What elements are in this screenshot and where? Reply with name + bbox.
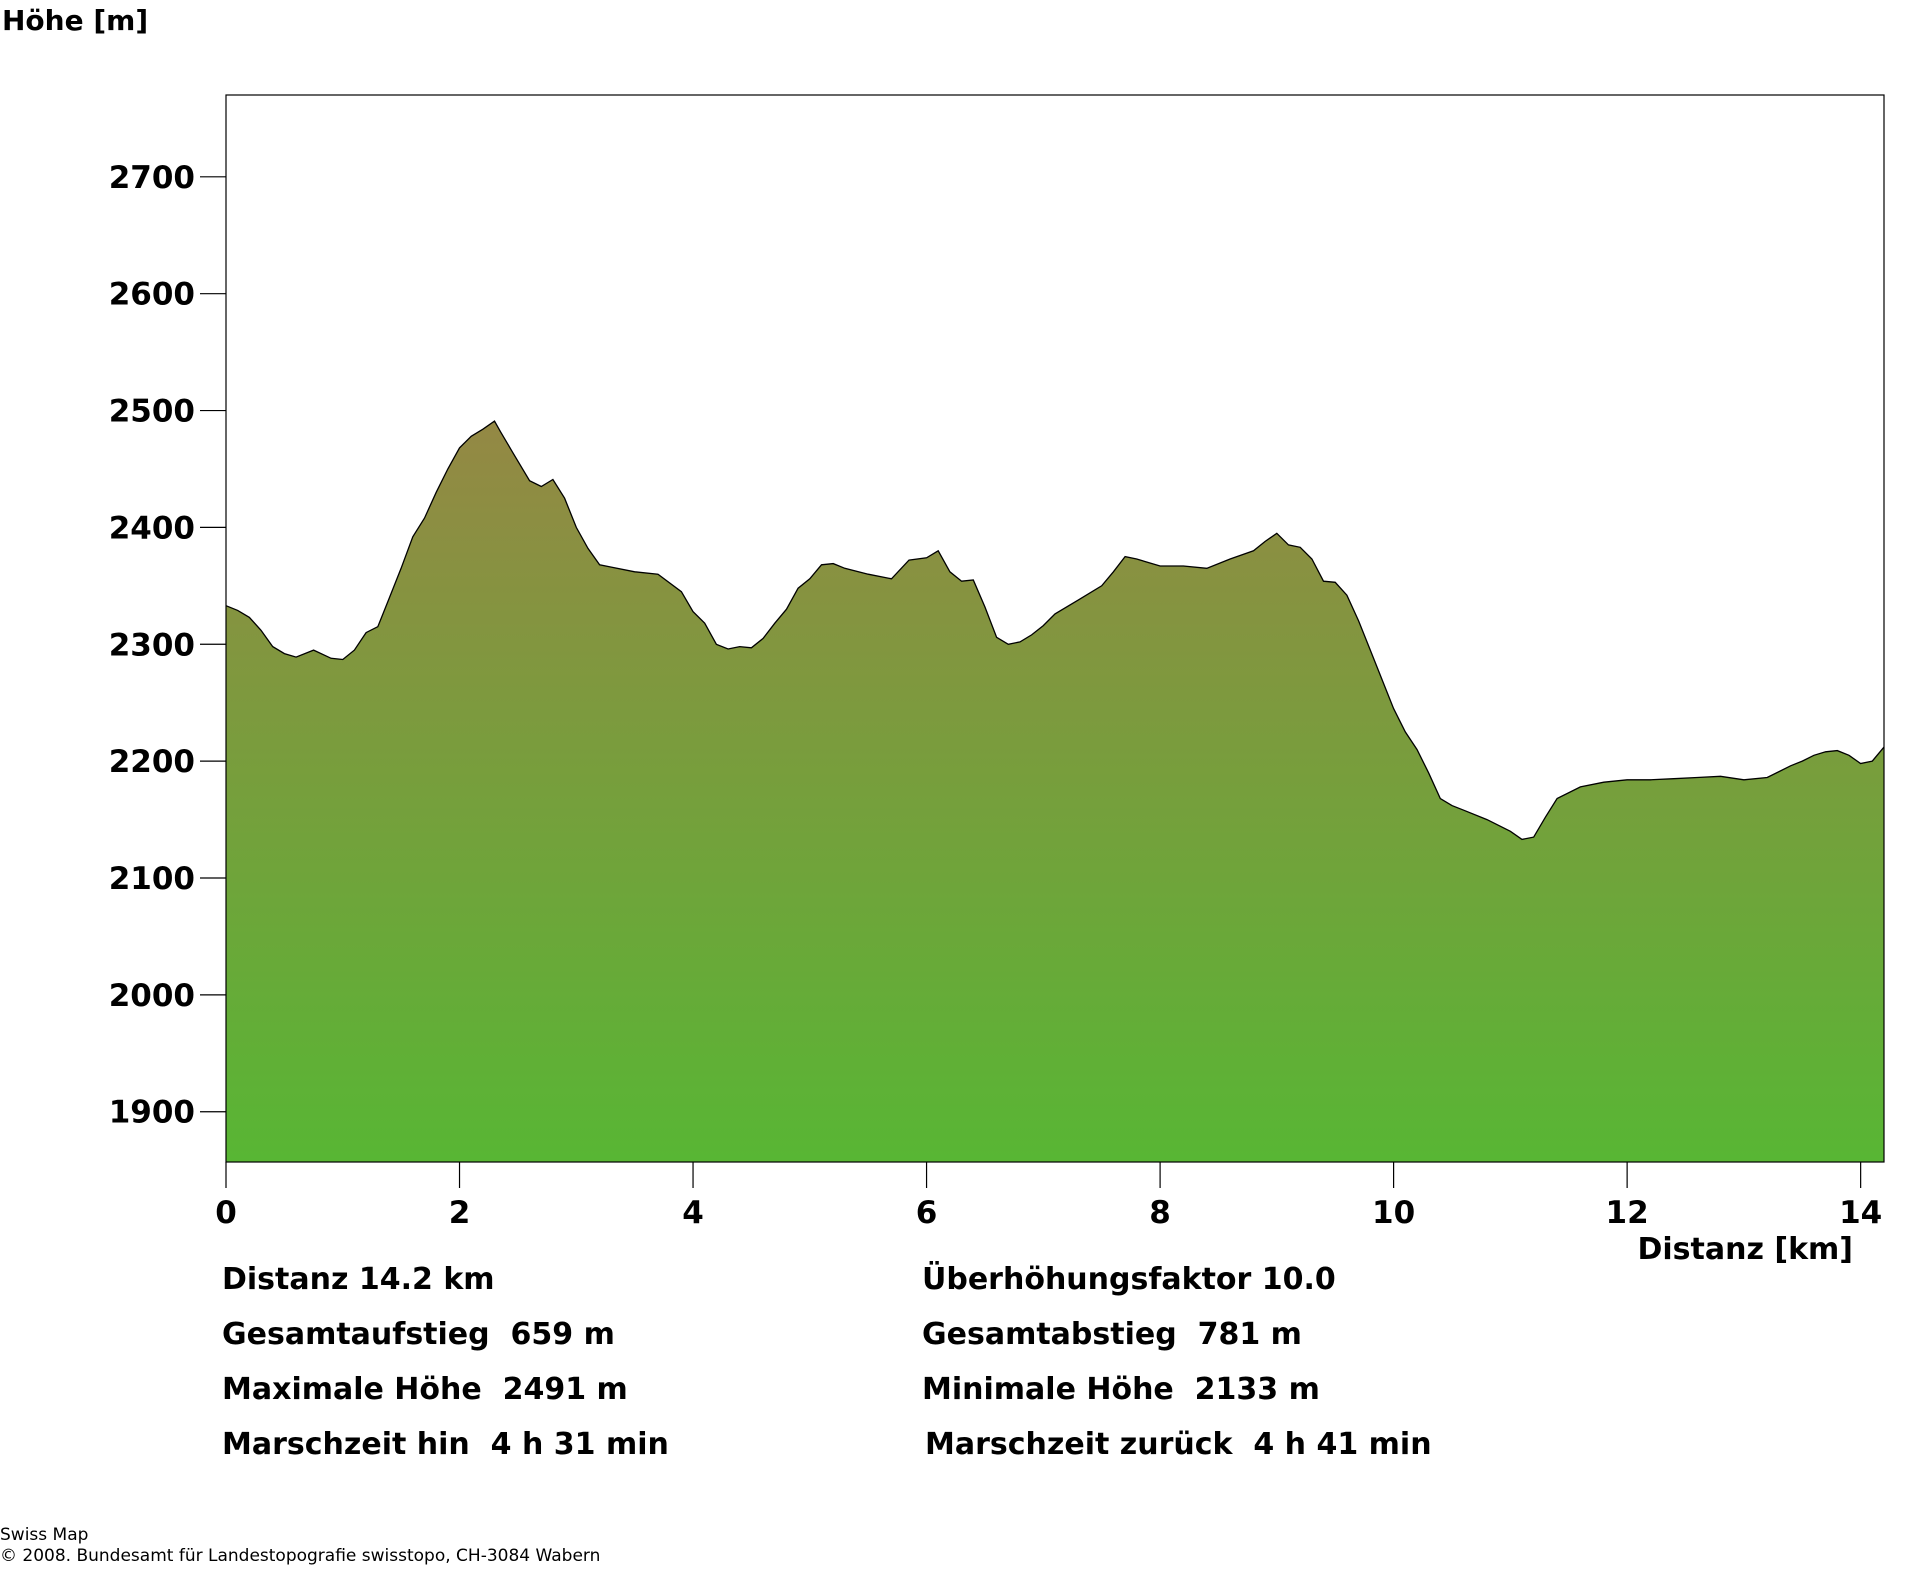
- x-tick-label: 8: [1149, 1195, 1171, 1231]
- y-tick-label: 2600: [109, 277, 195, 313]
- elevation-line: [225, 420, 1885, 841]
- footer-source: Swiss Map: [0, 1525, 89, 1545]
- x-tick-label: 6: [916, 1195, 938, 1231]
- stat-descent: Gesamtabstieg 781 m: [922, 1317, 1302, 1352]
- x-tick-label: 0: [215, 1195, 237, 1231]
- y-tick-label: 2700: [109, 160, 195, 196]
- plot-frame: [225, 94, 1885, 1163]
- y-tick-label: 2500: [109, 394, 195, 430]
- stat-min-height: Minimale Höhe 2133 m: [922, 1372, 1320, 1407]
- y-tick-label: 2000: [109, 978, 195, 1014]
- y-tick-label: 2300: [109, 627, 195, 663]
- y-tick-label: 2200: [109, 744, 195, 780]
- stat-time-back: Marschzeit zurück 4 h 41 min: [925, 1427, 1432, 1462]
- stat-exaggeration: Überhöhungsfaktor 10.0: [922, 1262, 1336, 1297]
- elevation-profile-chart: 1900 2000 2100 2200 2300 2400 2500 2600 2700 0 2 4 6…: [109, 94, 1885, 1267]
- x-tick-label: 14: [1839, 1195, 1882, 1231]
- x-tick-label: 10: [1372, 1195, 1415, 1231]
- x-tick-label: 12: [1606, 1195, 1649, 1231]
- stat-max-height: Maximale Höhe 2491 m: [222, 1372, 628, 1407]
- x-axis-label: Distanz [km]: [1637, 1232, 1853, 1267]
- y-tick-label: 1900: [109, 1095, 195, 1131]
- x-tick-label: 2: [449, 1195, 471, 1231]
- elevation-area: [226, 421, 1884, 1163]
- footer-copyright: © 2008. Bundesamt für Landestopografie s…: [0, 1546, 601, 1566]
- y-axis-label: Höhe [m]: [2, 4, 149, 37]
- y-tick-label: 2100: [109, 861, 195, 897]
- stat-time-there: Marschzeit hin 4 h 31 min: [222, 1427, 669, 1462]
- x-tick-label: 4: [682, 1195, 704, 1231]
- y-tick-label: 2400: [109, 510, 195, 546]
- stat-distance: Distanz 14.2 km: [222, 1262, 495, 1297]
- stat-ascent: Gesamtaufstieg 659 m: [222, 1317, 615, 1352]
